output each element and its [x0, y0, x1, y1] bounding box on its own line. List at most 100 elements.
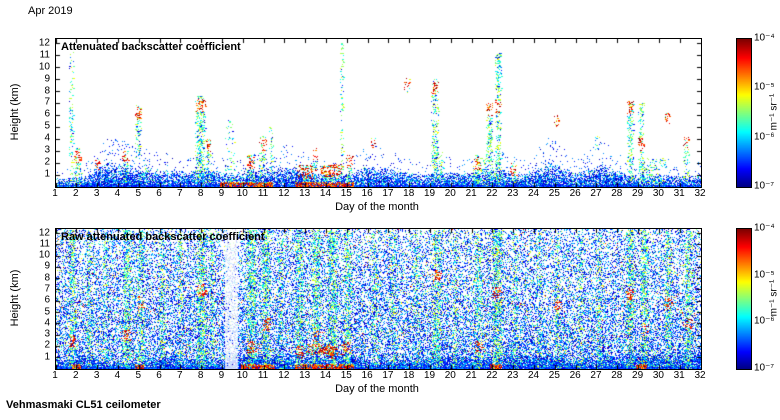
x-tick-label: 17: [382, 188, 394, 199]
x-tick-label: 17: [382, 370, 394, 381]
x-tick-label: 10: [236, 188, 248, 199]
x-tick-label: 32: [694, 370, 706, 381]
x-tick-label: 12: [278, 188, 290, 199]
x-tick-label: 26: [569, 370, 581, 381]
x-tick-label: 18: [403, 370, 415, 381]
top-panel-x-tick-labels: 1 2 3 4 5 6 7 8 9 10 11 12 13 14 15 16 17 18 19 20 21 22 23 24 2…: [52, 188, 705, 200]
y-tick-label: 9: [44, 73, 50, 85]
x-tick-label: 15: [340, 188, 352, 199]
top-panel-colorbar-units-label: m⁻¹ sr⁻¹: [768, 93, 780, 131]
y-tick-label: 6: [44, 294, 50, 306]
x-tick-label: 25: [548, 370, 560, 381]
x-tick-label: 31: [673, 188, 685, 199]
x-tick-label: 28: [611, 188, 623, 199]
x-tick-label: 5: [135, 188, 141, 199]
x-tick-label: 7: [177, 370, 183, 381]
x-tick-label: 27: [590, 370, 602, 381]
bottom-panel-plot-area: Raw attenuated backscatter coefficient: [55, 228, 702, 370]
x-tick-label: 28: [611, 370, 623, 381]
x-tick-label: 4: [114, 370, 121, 381]
x-tick-label: 10: [236, 370, 248, 381]
y-tick-label: 4: [44, 317, 50, 329]
y-tick-label: 2: [44, 339, 50, 351]
y-tick-label: 4: [44, 132, 50, 144]
period-label: Apr 2019: [28, 5, 73, 17]
y-tick-label: 7: [44, 96, 50, 108]
colorbar-gradient: [737, 229, 751, 369]
top-panel-plot-area: Attenuated backscatter coefficient: [55, 38, 702, 188]
x-tick-label: 29: [632, 188, 644, 199]
instrument-label: Vehmasmaki CL51 ceilometer: [6, 399, 161, 411]
colorbar-tick-label: 10⁻⁵: [754, 269, 775, 281]
x-tick-label: 2: [73, 188, 79, 199]
x-tick-label: 6: [156, 370, 162, 381]
x-tick-label: 32: [694, 188, 706, 199]
x-tick-label: 11: [257, 370, 269, 381]
x-tick-label: 13: [299, 188, 311, 199]
x-tick-label: 13: [299, 370, 311, 381]
colorbar-tick-label: 10⁻⁷: [754, 180, 775, 192]
y-tick-label: 5: [44, 306, 50, 318]
x-tick-label: 14: [319, 370, 332, 381]
x-tick-label: 19: [423, 370, 436, 381]
x-tick-label: 23: [507, 188, 519, 199]
x-tick-label: 23: [507, 370, 519, 381]
bottom-panel-x-tick-labels: 1 2 3 4 5 6 7 8 9 10 11 12 13 14 15 16 17 18 19 20 21 22 23 24 2…: [52, 370, 705, 382]
y-tick-label: 12: [38, 227, 50, 239]
bottom-panel-title: Raw attenuated backscatter coefficient: [61, 231, 265, 243]
x-tick-label: 24: [527, 188, 540, 199]
y-tick-label: 2: [44, 156, 50, 168]
colorbar-gradient: [737, 39, 751, 187]
x-tick-label: 29: [632, 370, 644, 381]
y-tick-label: 7: [44, 283, 50, 295]
x-tick-label: 22: [486, 188, 498, 199]
top-panel-x-axis-label: Day of the month: [335, 201, 419, 213]
x-tick-label: 25: [548, 188, 560, 199]
x-tick-label: 12: [278, 370, 290, 381]
x-tick-label: 19: [423, 188, 436, 199]
x-tick-label: 16: [361, 188, 373, 199]
bottom-panel-colorbar: [736, 228, 752, 370]
y-tick-label: 11: [39, 238, 50, 250]
y-tick-label: 8: [44, 85, 50, 97]
y-tick-label: 5: [44, 120, 50, 132]
bottom-panel-x-axis-label: Day of the month: [335, 383, 419, 395]
colorbar-tick-label: 10⁻⁶: [754, 131, 775, 143]
x-tick-label: 27: [590, 188, 602, 199]
x-tick-label: 24: [527, 370, 540, 381]
y-tick-label: 9: [44, 260, 50, 272]
top-panel-colorbar-tick-labels: 10⁻⁴ 10⁻⁵ 10⁻⁶ 10⁻⁷: [754, 33, 780, 192]
x-tick-label: 9: [218, 370, 225, 381]
x-tick-label: 3: [93, 188, 100, 199]
x-tick-label: 20: [444, 188, 456, 199]
x-tick-label: 21: [465, 370, 477, 381]
colorbar-tick-label: 10⁻⁷: [754, 362, 775, 374]
top-panel-y-tick-labels: 1 2 3 4 5 6 7 8 9 10 11 12: [26, 37, 52, 186]
x-tick-label: 6: [156, 188, 162, 199]
bottom-panel-colorbar-units-label: m⁻¹ sr⁻¹: [768, 279, 780, 317]
y-tick-label: 1: [44, 168, 50, 180]
x-tick-label: 21: [465, 188, 477, 199]
bottom-panel-y-tick-labels: 1 2 3 4 5 6 7 8 9 10 11 12: [26, 227, 52, 368]
x-tick-label: 20: [444, 370, 456, 381]
x-tick-label: 30: [652, 370, 664, 381]
x-tick-label: 8: [197, 370, 204, 381]
x-tick-label: 30: [652, 188, 664, 199]
bottom-panel-y-axis-label: Height (km): [9, 269, 21, 327]
y-tick-label: 3: [44, 144, 50, 156]
x-tick-label: 1: [52, 370, 58, 381]
x-tick-label: 3: [93, 370, 100, 381]
colorbar-tick-label: 10⁻⁴: [754, 222, 775, 234]
x-tick-label: 7: [177, 188, 183, 199]
x-tick-label: 26: [569, 188, 581, 199]
x-tick-label: 9: [218, 188, 225, 199]
top-panel-y-axis-label: Height (km): [9, 83, 21, 141]
top-panel-colorbar: [736, 38, 752, 188]
x-tick-label: 5: [135, 370, 141, 381]
x-tick-label: 1: [52, 188, 58, 199]
colorbar-tick-label: 10⁻⁵: [754, 81, 775, 93]
x-tick-label: 15: [340, 370, 352, 381]
x-tick-label: 22: [486, 370, 498, 381]
y-tick-label: 10: [38, 61, 50, 73]
